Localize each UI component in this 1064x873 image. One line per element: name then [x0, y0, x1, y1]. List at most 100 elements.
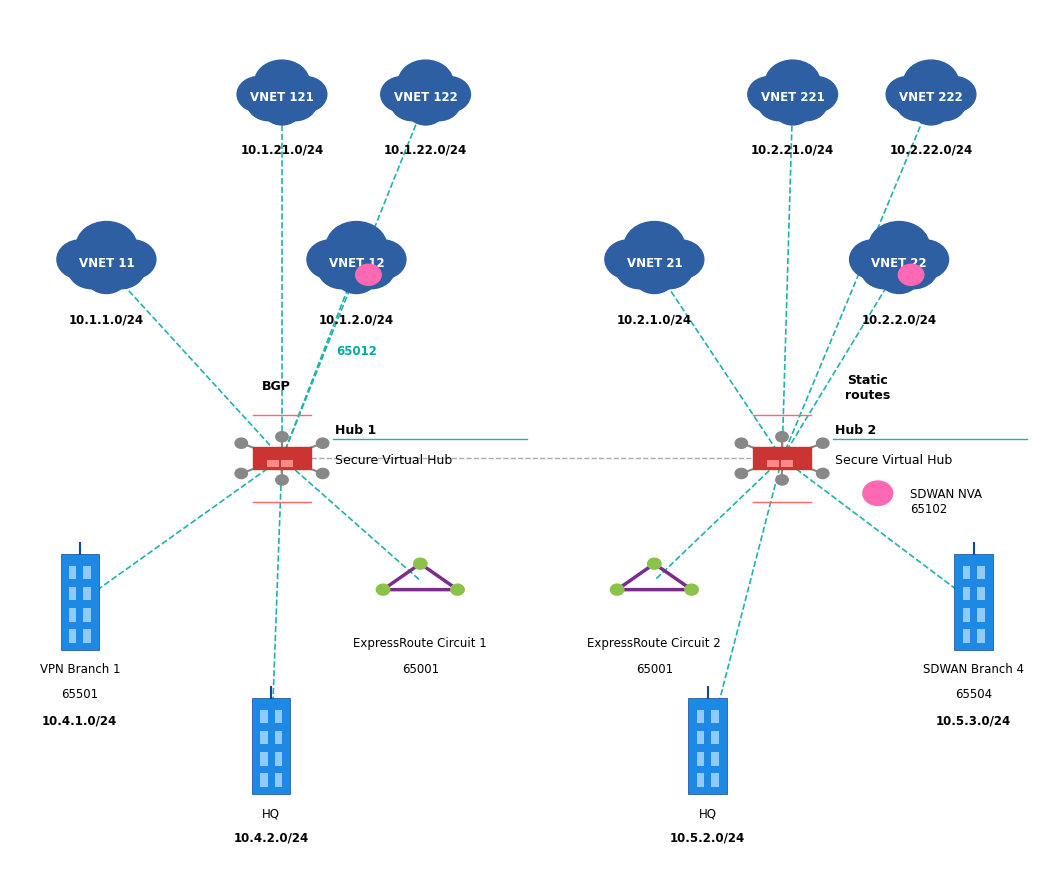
- FancyBboxPatch shape: [697, 753, 704, 766]
- FancyBboxPatch shape: [83, 629, 90, 643]
- Text: SDWAN Branch 4: SDWAN Branch 4: [924, 663, 1024, 677]
- FancyBboxPatch shape: [281, 460, 293, 467]
- Text: ExpressRoute Circuit 1: ExpressRoute Circuit 1: [353, 637, 487, 650]
- FancyBboxPatch shape: [252, 698, 290, 794]
- Circle shape: [898, 265, 924, 285]
- Text: 10.4.1.0/24: 10.4.1.0/24: [43, 714, 117, 727]
- Circle shape: [247, 85, 290, 120]
- Circle shape: [427, 77, 470, 112]
- FancyBboxPatch shape: [711, 753, 718, 766]
- FancyBboxPatch shape: [253, 447, 311, 470]
- Circle shape: [912, 94, 950, 125]
- Circle shape: [276, 431, 288, 442]
- Text: VNET 11: VNET 11: [79, 257, 134, 270]
- Circle shape: [903, 60, 959, 106]
- Circle shape: [633, 259, 676, 293]
- Text: 65012: 65012: [336, 346, 377, 359]
- Circle shape: [406, 94, 445, 125]
- Circle shape: [306, 240, 354, 279]
- FancyBboxPatch shape: [711, 773, 718, 787]
- Circle shape: [685, 584, 698, 595]
- Circle shape: [849, 240, 897, 279]
- Text: 10.1.1.0/24: 10.1.1.0/24: [69, 313, 144, 327]
- Circle shape: [283, 77, 327, 112]
- FancyBboxPatch shape: [963, 587, 970, 601]
- Text: 10.2.21.0/24: 10.2.21.0/24: [751, 144, 834, 157]
- Circle shape: [77, 222, 136, 272]
- FancyBboxPatch shape: [753, 447, 811, 470]
- Circle shape: [784, 85, 828, 120]
- Text: 65504: 65504: [955, 688, 992, 701]
- Text: SDWAN NVA
65102: SDWAN NVA 65102: [910, 488, 982, 516]
- Text: VNET 12: VNET 12: [329, 257, 384, 270]
- Circle shape: [886, 77, 930, 112]
- Circle shape: [377, 584, 389, 595]
- Circle shape: [616, 250, 664, 289]
- Circle shape: [318, 250, 366, 289]
- Text: 10.2.1.0/24: 10.2.1.0/24: [617, 313, 692, 327]
- Text: Secure Virtual Hub: Secure Virtual Hub: [335, 454, 452, 467]
- Circle shape: [896, 85, 940, 120]
- Circle shape: [735, 468, 748, 478]
- Text: VNET 121: VNET 121: [250, 92, 314, 105]
- Circle shape: [604, 240, 652, 279]
- Circle shape: [254, 60, 310, 106]
- Circle shape: [816, 438, 829, 449]
- Circle shape: [358, 240, 406, 279]
- FancyBboxPatch shape: [963, 608, 970, 622]
- FancyBboxPatch shape: [711, 710, 718, 724]
- FancyBboxPatch shape: [83, 587, 90, 601]
- Circle shape: [316, 468, 329, 478]
- Circle shape: [414, 558, 427, 569]
- Circle shape: [655, 240, 704, 279]
- FancyBboxPatch shape: [261, 710, 268, 724]
- Text: Hub 2: Hub 2: [835, 423, 877, 436]
- Text: 65001: 65001: [636, 663, 672, 677]
- FancyBboxPatch shape: [267, 460, 279, 467]
- Circle shape: [451, 584, 464, 595]
- Circle shape: [776, 431, 788, 442]
- Circle shape: [263, 94, 301, 125]
- Text: 10.5.3.0/24: 10.5.3.0/24: [936, 714, 1011, 727]
- FancyBboxPatch shape: [275, 710, 282, 724]
- Circle shape: [347, 250, 395, 289]
- FancyBboxPatch shape: [83, 566, 90, 580]
- Circle shape: [932, 77, 976, 112]
- Text: 65501: 65501: [62, 688, 98, 701]
- FancyBboxPatch shape: [688, 698, 727, 794]
- Circle shape: [276, 475, 288, 485]
- Circle shape: [381, 77, 425, 112]
- Circle shape: [890, 250, 937, 289]
- Circle shape: [273, 85, 317, 120]
- Text: VNET 22: VNET 22: [871, 257, 927, 270]
- Circle shape: [816, 468, 829, 478]
- Text: Static
routes: Static routes: [845, 374, 890, 402]
- FancyBboxPatch shape: [69, 566, 77, 580]
- Circle shape: [97, 250, 145, 289]
- Circle shape: [794, 77, 837, 112]
- FancyBboxPatch shape: [977, 587, 984, 601]
- Circle shape: [237, 77, 281, 112]
- Text: 65001: 65001: [402, 663, 438, 677]
- Text: 10.5.2.0/24: 10.5.2.0/24: [670, 832, 745, 845]
- FancyBboxPatch shape: [83, 608, 90, 622]
- FancyBboxPatch shape: [711, 731, 718, 745]
- Circle shape: [648, 558, 661, 569]
- Circle shape: [863, 481, 893, 505]
- FancyBboxPatch shape: [697, 773, 704, 787]
- Text: 10.1.2.0/24: 10.1.2.0/24: [319, 313, 394, 327]
- FancyBboxPatch shape: [275, 731, 282, 745]
- FancyBboxPatch shape: [954, 554, 993, 650]
- FancyBboxPatch shape: [261, 753, 268, 766]
- Text: 10.1.21.0/24: 10.1.21.0/24: [240, 144, 323, 157]
- Circle shape: [861, 250, 909, 289]
- FancyBboxPatch shape: [963, 566, 970, 580]
- FancyBboxPatch shape: [697, 710, 704, 724]
- Circle shape: [758, 85, 801, 120]
- FancyBboxPatch shape: [69, 629, 77, 643]
- Circle shape: [398, 60, 453, 106]
- Text: 10.2.22.0/24: 10.2.22.0/24: [890, 144, 972, 157]
- Text: ExpressRoute Circuit 2: ExpressRoute Circuit 2: [587, 637, 721, 650]
- Circle shape: [109, 240, 155, 279]
- Circle shape: [417, 85, 461, 120]
